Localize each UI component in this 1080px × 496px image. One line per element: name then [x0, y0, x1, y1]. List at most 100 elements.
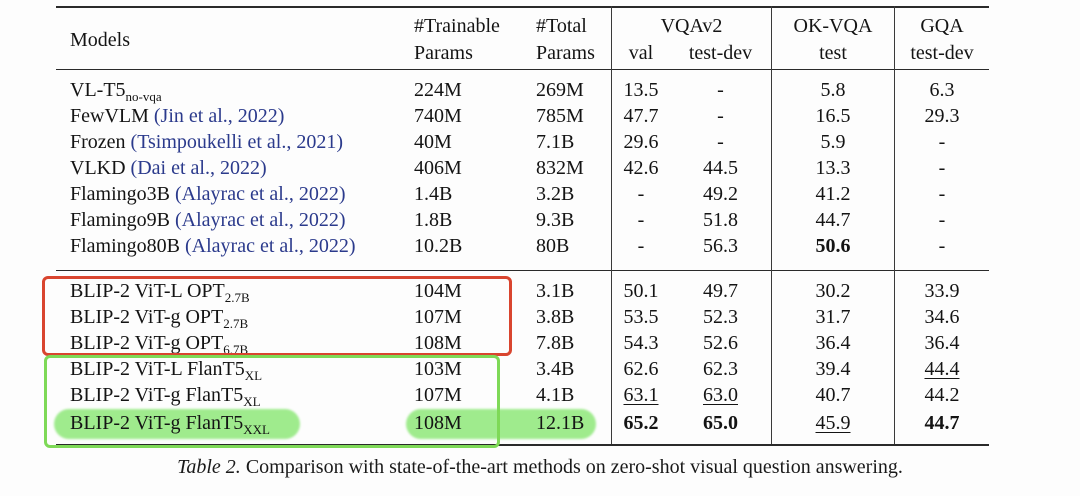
model-name: VLKD (Dai et al., 2022): [70, 157, 267, 179]
trainable-params: 740M: [414, 105, 462, 127]
trainable-params: 107M: [414, 384, 462, 406]
header-okvqa: OK-VQA: [793, 15, 873, 37]
total-params: 3.4B: [536, 358, 575, 380]
total-params: 269M: [536, 79, 584, 101]
table-caption: Table 2. Comparison with state-of-the-ar…: [0, 455, 1080, 479]
citation-link[interactable]: (Alayrac et al., 2022): [175, 209, 346, 231]
gqa-test-dev: 36.4: [924, 332, 960, 354]
bottom-rule: [56, 444, 989, 446]
green-annotation-box: [44, 355, 500, 448]
okvqa-test: 41.2: [815, 183, 851, 205]
okvqa-test: 36.4: [815, 332, 851, 354]
header-trainable-line2: Params: [414, 42, 473, 64]
model-name: BLIP-2 ViT-g FlanT5XXL: [70, 412, 270, 437]
gqa-test-dev: 29.3: [924, 105, 960, 127]
model-name: Flamingo9B (Alayrac et al., 2022): [70, 209, 346, 231]
okvqa-test: 40.7: [815, 384, 851, 406]
caption-text: Comparison with state-of-the-art methods…: [240, 456, 903, 478]
model-name: BLIP-2 ViT-L OPT2.7B: [70, 280, 250, 305]
vqav2-val: 65.2: [623, 412, 659, 434]
citation-link[interactable]: (Alayrac et al., 2022): [185, 235, 356, 257]
okvqa-test: 16.5: [815, 105, 851, 127]
vqav2-val: 42.6: [623, 157, 659, 179]
citation-link[interactable]: (Alayrac et al., 2022): [175, 183, 346, 205]
trainable-params: 1.8B: [414, 209, 453, 231]
total-params: 3.2B: [536, 183, 575, 205]
header-models: Models: [70, 29, 130, 51]
gqa-test-dev: 6.3: [929, 79, 955, 101]
total-params: 832M: [536, 157, 584, 179]
header-val: val: [628, 42, 654, 64]
header-test-dev: test-dev: [688, 42, 753, 64]
gqa-test-dev: -: [938, 235, 946, 257]
vqav2-test-dev: 44.5: [703, 157, 738, 179]
total-params: 9.3B: [536, 209, 575, 231]
model-name: FewVLM (Jin et al., 2022): [70, 105, 285, 127]
header-gqa: GQA: [920, 15, 964, 37]
col-sep-2: [771, 6, 772, 444]
vqav2-test-dev: 63.0: [703, 384, 738, 406]
okvqa-test: 30.2: [815, 280, 851, 302]
header-total-line2: Params: [536, 42, 595, 64]
vqav2-val: 47.7: [623, 105, 659, 127]
total-params: 12.1B: [536, 412, 585, 434]
header-rule: [56, 69, 989, 70]
citation-link[interactable]: (Jin et al., 2022): [153, 105, 285, 127]
trainable-params: 107M: [414, 306, 462, 328]
model-name: VL-T5no-vqa: [70, 79, 162, 104]
header-test: test: [819, 42, 847, 64]
trainable-params: 103M: [414, 358, 462, 380]
vqav2-val: 62.6: [623, 358, 659, 380]
gqa-test-dev: -: [938, 131, 946, 153]
okvqa-test: 5.8: [820, 79, 846, 101]
vqav2-val: -: [637, 235, 645, 257]
okvqa-test: 39.4: [815, 358, 851, 380]
vqav2-val: 50.1: [623, 280, 659, 302]
vqav2-test-dev: 62.3: [703, 358, 738, 380]
gqa-test-dev: 34.6: [924, 306, 960, 328]
total-params: 4.1B: [536, 384, 575, 406]
vqav2-test-dev: 56.3: [703, 235, 738, 257]
trainable-params: 224M: [414, 79, 462, 101]
okvqa-test: 13.3: [815, 157, 851, 179]
model-name: Flamingo3B (Alayrac et al., 2022): [70, 183, 346, 205]
header-vqav2: VQAv2: [660, 15, 723, 37]
trainable-params: 1.4B: [414, 183, 453, 205]
highlight-blip2-xxl-params: [406, 409, 596, 439]
vqav2-test-dev: 52.6: [703, 332, 738, 354]
okvqa-test: 5.9: [820, 131, 846, 153]
citation-link[interactable]: (Dai et al., 2022): [130, 157, 267, 179]
vqav2-test-dev: -: [717, 105, 724, 127]
trainable-params: 406M: [414, 157, 462, 179]
col-sep-3: [894, 6, 895, 444]
highlight-blip2-xxl-name: [54, 409, 300, 439]
okvqa-test: 31.7: [815, 306, 851, 328]
gqa-test-dev: -: [938, 183, 946, 205]
okvqa-test: 44.7: [815, 209, 851, 231]
gqa-test-dev: 44.4: [924, 358, 960, 380]
results-table: Models #Trainable Params #Total Params V…: [54, 6, 989, 446]
vqav2-test-dev: 52.3: [703, 306, 738, 328]
header-total-line1: #Total: [536, 15, 587, 37]
citation-link[interactable]: (Tsimpoukelli et al., 2021): [130, 131, 343, 153]
col-sep-1: [611, 6, 612, 444]
vqav2-val: 54.3: [623, 332, 659, 354]
vqav2-val: 29.6: [623, 131, 659, 153]
total-params: 80B: [536, 235, 570, 257]
model-name: Flamingo80B (Alayrac et al., 2022): [70, 235, 356, 257]
total-params: 785M: [536, 105, 584, 127]
gqa-test-dev: 44.7: [924, 412, 960, 434]
model-name: BLIP-2 ViT-g OPT6.7B: [70, 332, 249, 357]
caption-label: Table 2.: [177, 456, 241, 478]
total-params: 3.8B: [536, 306, 575, 328]
vqav2-val: -: [637, 183, 645, 205]
total-params: 7.8B: [536, 332, 575, 354]
okvqa-test: 45.9: [815, 412, 851, 434]
total-params: 3.1B: [536, 280, 575, 302]
header-gqa-test-dev: test-dev: [910, 42, 974, 64]
vqav2-val: -: [637, 209, 645, 231]
model-name: Frozen (Tsimpoukelli et al., 2021): [70, 131, 343, 153]
gqa-test-dev: -: [938, 209, 946, 231]
vqav2-val: 53.5: [623, 306, 659, 328]
top-rule: [56, 6, 989, 8]
